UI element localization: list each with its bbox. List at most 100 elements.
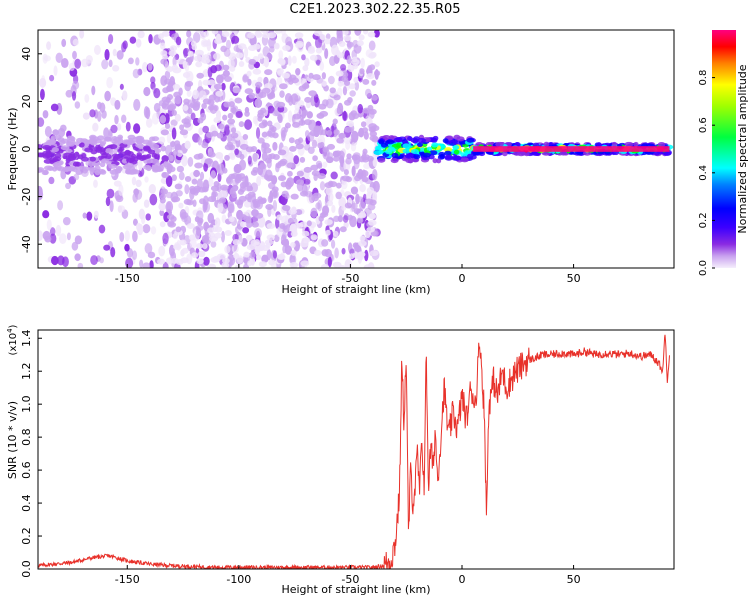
spectrogram-cell: [217, 201, 224, 214]
spectrogram-cell: [330, 171, 338, 180]
spectrogram-cell: [311, 195, 319, 202]
snr-y-tick-label: 0.8: [20, 428, 33, 446]
spectrogram-cell: [119, 83, 124, 90]
spectrogram-cell: [333, 94, 341, 101]
spectrogram-cell: [183, 48, 188, 59]
spectrogram-cell: [143, 199, 150, 208]
spectrogram-cell: [282, 45, 291, 52]
spectrogram-cell: [246, 185, 254, 192]
spectrogram-cell: [315, 47, 323, 54]
spectrogram-cell: [334, 247, 339, 259]
spectrogram-cell: [317, 142, 323, 149]
spectrogram-cell: [267, 105, 275, 114]
spectrogram-cell: [318, 215, 324, 222]
spectrogram-cell: [174, 140, 181, 147]
spectrogram-cell: [159, 115, 167, 124]
spectrogram-cell: [142, 145, 151, 151]
spectrogram-cell: [242, 133, 249, 140]
spectrogram-cell: [38, 144, 43, 150]
spectrogram-cell: [321, 211, 329, 218]
spectrogram-cell: [315, 59, 321, 66]
spectrogram-cell: [122, 139, 130, 145]
spectrogram-cell: [311, 139, 318, 149]
spectrogram-cell: [108, 59, 113, 68]
spectrogram-cell: [224, 154, 230, 161]
spectrogram-cell: [516, 151, 526, 157]
spectrogram-cell: [371, 94, 378, 101]
spectrogram-cell: [281, 204, 291, 211]
spectrogram-cell: [230, 132, 239, 139]
spectrogram-cell: [432, 158, 438, 164]
spectrogram-cell: [347, 97, 353, 104]
spectrogram-cell: [234, 199, 244, 206]
spectrogram-y-tick-label: 40: [20, 47, 33, 61]
spectrogram-cell: [207, 196, 217, 203]
spectrogram-cell: [182, 104, 189, 111]
spectrogram-cell: [319, 34, 326, 41]
spectrogram-cell: [141, 155, 147, 161]
spectrogram-cell: [358, 240, 367, 247]
spectrogram-cell: [184, 184, 190, 195]
spectrogram-cell: [208, 104, 215, 111]
spectrogram-cell: [385, 139, 395, 145]
spectrogram-cell: [214, 38, 223, 45]
spectrogram-cell: [336, 52, 344, 59]
spectrogram-cell: [263, 56, 270, 68]
spectrogram-cell: [278, 253, 285, 260]
spectrogram-cell: [230, 127, 237, 134]
spectrogram-cell: [160, 188, 168, 195]
spectrogram-cell: [153, 153, 160, 159]
spectrogram-cell: [168, 50, 177, 57]
spectrogram-cell: [174, 183, 183, 190]
spectrogram-cell: [208, 94, 217, 101]
spectrogram-cell: [349, 247, 355, 255]
spectrogram-cell: [48, 176, 55, 185]
spectrogram-cell: [117, 134, 124, 140]
spectrogram-cell: [255, 254, 262, 261]
spectrogram-cell: [71, 91, 77, 101]
spectrogram-cell: [132, 230, 138, 243]
spectrogram-cell: [347, 214, 353, 221]
spectrogram-cell: [135, 57, 140, 66]
spectrogram-cell: [366, 73, 375, 80]
spectrogram-cell: [402, 143, 411, 149]
spectrogram-cell: [135, 38, 142, 48]
spectrogram-cell: [350, 186, 359, 195]
spectrogram-cell: [353, 208, 361, 215]
spectrogram-cell: [453, 134, 461, 140]
spectrogram-cell: [49, 157, 59, 163]
spectrogram-cell: [38, 168, 43, 174]
spectrogram-cell: [243, 251, 250, 258]
spectrogram-cell: [210, 170, 216, 179]
snr-y-label: SNR (10 * v/v): [6, 401, 19, 479]
spectrogram-cell: [158, 136, 166, 144]
spectrogram-cell: [239, 221, 247, 228]
spectrogram-cell: [266, 234, 275, 241]
spectrogram-cell: [135, 179, 142, 188]
spectrogram-cell: [51, 147, 59, 153]
spectrogram-cell: [41, 75, 46, 85]
spectrogram-cell: [131, 137, 141, 143]
spectrogram-cell: [332, 118, 338, 125]
spectrogram-cell: [258, 261, 267, 268]
spectrogram-cell: [99, 169, 107, 175]
spectrogram-cell: [291, 55, 297, 64]
spectrogram-cell: [71, 241, 79, 251]
spectrogram-cell: [162, 87, 170, 94]
spectrogram-cell: [160, 50, 168, 57]
spectrogram-cell: [235, 110, 243, 119]
spectrogram-cell: [173, 243, 182, 250]
snr-x-tick-label: 0: [459, 573, 466, 586]
spectrogram-cell: [198, 127, 204, 136]
spectrogram-cell: [335, 70, 344, 77]
spectrogram-x-tick-label: 50: [567, 272, 581, 285]
spectrogram-cell: [99, 257, 104, 264]
spectrogram-cell: [93, 179, 98, 188]
spectrogram-cell: [101, 59, 109, 70]
spectrogram-cell: [324, 248, 332, 258]
spectrogram-cell: [171, 127, 177, 140]
spectrogram-tone-core: [473, 146, 670, 152]
spectrogram-cell: [203, 31, 209, 38]
spectrogram-cell: [272, 199, 278, 212]
spectrogram-cell: [314, 249, 322, 256]
